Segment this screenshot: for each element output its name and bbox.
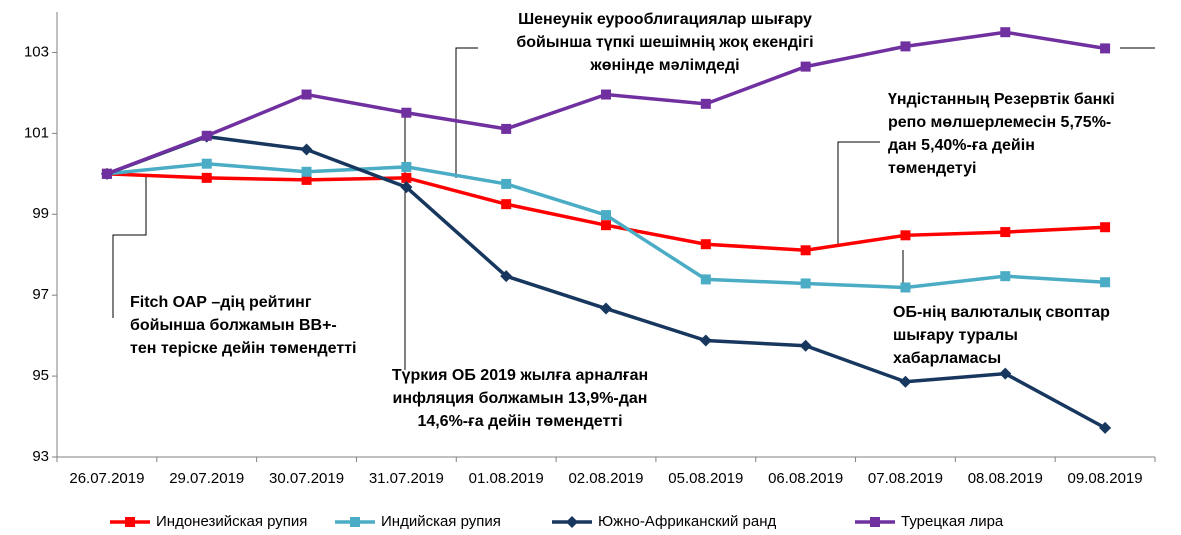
point [501, 199, 512, 210]
point [566, 516, 578, 528]
point [800, 278, 811, 289]
y-tick-label: 99 [32, 205, 49, 222]
x-tick-label: 30.07.2019 [269, 470, 344, 487]
annotation: 14,6%-ға дейін төмендетті [417, 413, 622, 430]
x-tick-label: 06.08.2019 [768, 470, 843, 487]
x-tick-label: 26.07.2019 [69, 470, 144, 487]
point [500, 270, 513, 283]
x-tick-label: 29.07.2019 [169, 470, 244, 487]
y-tick-label: 97 [32, 286, 49, 303]
point [800, 245, 811, 256]
annotation: репо мөлшерлемесін 5,75%- [888, 114, 1111, 131]
point [350, 517, 360, 527]
point [1000, 27, 1011, 38]
point [799, 339, 812, 352]
y-tick-label: 101 [24, 124, 49, 141]
x-tick-label: 08.08.2019 [968, 470, 1043, 487]
annotation: шығару туралы [893, 327, 1018, 344]
legend-label: Индонезийская рупия [156, 513, 307, 530]
annotation: Үндістанның Резервтік банкі [888, 91, 1115, 108]
point [300, 143, 313, 156]
point [125, 517, 135, 527]
annotation: Шенеунік еурооблигациялар шығару [518, 11, 812, 28]
legend-label: Индийская рупия [381, 513, 501, 530]
annotation: Fitch ОАР –дің рейтинг [130, 294, 312, 311]
point [401, 107, 412, 118]
point [301, 89, 312, 100]
point [900, 282, 911, 293]
annotation: Түркия ОБ 2019 жылға арналған [392, 367, 648, 384]
legend-label: Турецкая лира [901, 513, 1004, 530]
x-tick-label: 31.07.2019 [369, 470, 444, 487]
x-tick-label: 09.08.2019 [1068, 470, 1143, 487]
point [1099, 421, 1112, 434]
point [600, 302, 612, 315]
y-tick-label: 103 [24, 43, 49, 60]
point [870, 517, 880, 527]
x-tick-label: 05.08.2019 [668, 470, 743, 487]
x-tick-label: 07.08.2019 [868, 470, 943, 487]
point [700, 98, 711, 109]
point [1000, 271, 1011, 282]
x-tick-label: 01.08.2019 [469, 470, 544, 487]
point [900, 41, 911, 52]
point [401, 172, 412, 183]
point [601, 89, 611, 100]
point [201, 130, 212, 141]
point [601, 220, 611, 231]
point [301, 174, 312, 185]
leader-line [837, 141, 880, 244]
annotation: ОБ-нің валюталық своптар [893, 304, 1110, 321]
point [201, 172, 212, 183]
point [999, 367, 1012, 380]
annotation: бойынша түпкі шешімнің жоқ екендігі [516, 34, 813, 51]
point [800, 61, 811, 72]
y-tick-label: 93 [32, 448, 49, 465]
point [301, 166, 312, 177]
point [501, 178, 512, 189]
annotation: жөнінде мәлімдеді [589, 57, 739, 74]
x-tick-label: 02.08.2019 [568, 470, 643, 487]
point [1100, 222, 1111, 233]
annotation: инфляция болжамын 13,9%-дан [393, 390, 648, 407]
annotation: хабарламасы [893, 350, 1001, 367]
annotation: бойынша болжамын ВВ+- [130, 317, 337, 334]
leader-lines [112, 47, 1155, 370]
point [699, 334, 712, 347]
annotation: төмендетуі [888, 160, 976, 177]
point [401, 161, 412, 172]
point [1000, 227, 1011, 238]
annotation: тен теріске дейін төмендетті [130, 340, 356, 357]
point [601, 210, 611, 221]
legend-label: Южно-Африканский ранд [598, 513, 777, 530]
point [700, 239, 711, 250]
point [501, 123, 512, 134]
point [101, 168, 112, 179]
y-tick-label: 95 [32, 367, 49, 384]
point [1100, 277, 1111, 288]
point [400, 181, 413, 194]
point [201, 158, 212, 169]
point [1100, 43, 1111, 54]
point [899, 375, 912, 388]
annotation: дан 5,40%-ға дейін [888, 137, 1035, 154]
series [101, 158, 1111, 293]
point [700, 274, 711, 285]
leader-line [112, 176, 147, 318]
leader-line [455, 47, 478, 178]
point [900, 230, 911, 241]
series [101, 27, 1111, 179]
